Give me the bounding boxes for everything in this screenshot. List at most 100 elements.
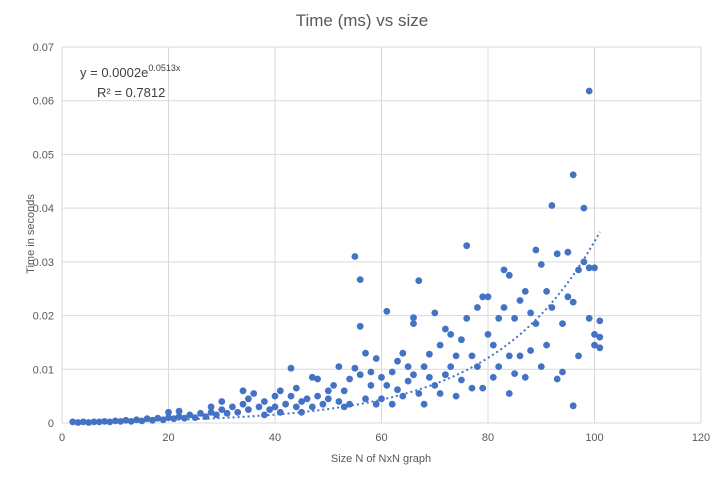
- data-point: [474, 363, 481, 370]
- data-point: [452, 352, 460, 360]
- data-point: [505, 271, 513, 279]
- data-point: [388, 400, 396, 408]
- data-point: [564, 248, 572, 256]
- data-point: [271, 392, 279, 400]
- data-point: [399, 349, 407, 357]
- data-point: [511, 370, 518, 377]
- data-point: [117, 418, 124, 425]
- data-point: [276, 387, 284, 395]
- data-point: [261, 411, 268, 419]
- data-point: [197, 409, 204, 417]
- data-point: [218, 406, 226, 413]
- data-point: [458, 336, 465, 344]
- data-point: [133, 416, 141, 424]
- data-point: [308, 373, 316, 381]
- data-point: [356, 371, 364, 379]
- data-point: [282, 400, 289, 408]
- data-point: [585, 264, 593, 272]
- data-point: [532, 320, 540, 327]
- data-point: [186, 411, 194, 419]
- data-point: [245, 395, 252, 403]
- y-tick-label: 0.01: [33, 364, 54, 376]
- data-point: [340, 387, 348, 395]
- data-point: [394, 386, 401, 394]
- data-point: [516, 297, 524, 304]
- x-tick-label: 80: [482, 432, 494, 444]
- data-point: [106, 418, 114, 426]
- data-point: [85, 419, 92, 426]
- data-point: [351, 364, 359, 372]
- data-point: [154, 414, 162, 422]
- data-point: [213, 411, 220, 419]
- data-point: [314, 375, 321, 383]
- data-point: [181, 414, 188, 422]
- chart-title: Time (ms) vs size: [296, 11, 429, 30]
- data-point: [575, 266, 582, 274]
- data-point: [69, 418, 77, 426]
- data-point: [495, 314, 503, 322]
- data-point: [388, 368, 396, 376]
- data-point: [404, 377, 412, 385]
- data-point: [330, 382, 337, 389]
- data-point: [292, 384, 300, 392]
- data-point: [101, 418, 108, 425]
- data-point: [143, 415, 151, 423]
- equation-base: y = 0.0002e: [80, 65, 148, 80]
- data-point: [324, 395, 332, 403]
- y-tick-label: 0: [48, 418, 54, 430]
- data-point: [314, 392, 321, 400]
- data-point: [532, 246, 540, 254]
- data-point: [521, 373, 529, 381]
- data-point: [527, 347, 534, 354]
- gridlines: [61, 46, 702, 424]
- data-point: [505, 352, 513, 360]
- data-point: [234, 408, 242, 416]
- data-point: [495, 363, 503, 370]
- data-point: [410, 320, 417, 327]
- data-point: [138, 417, 146, 425]
- x-axis-label: Size N of NxN graph: [331, 453, 431, 465]
- data-point: [463, 314, 471, 322]
- data-point: [271, 403, 279, 411]
- data-point: [335, 398, 343, 405]
- tick-labels: 0 0.01 0.02 0.03 0.04 0.05 0.06 0.07 0 20 40 60 80 10…: [33, 42, 711, 444]
- data-point: [378, 373, 385, 381]
- data-point: [276, 408, 284, 416]
- data-point: [175, 407, 183, 415]
- data-point: [463, 242, 471, 250]
- data-point: [111, 417, 119, 425]
- data-point: [468, 384, 476, 392]
- data-point: [372, 355, 380, 362]
- data-point: [479, 293, 487, 301]
- data-point: [356, 322, 364, 330]
- data-point: [362, 349, 369, 357]
- data-point: [452, 392, 460, 400]
- data-point: [527, 309, 534, 317]
- data-point: [191, 414, 199, 421]
- data-point: [298, 408, 305, 416]
- data-point: [596, 333, 604, 341]
- data-point: [245, 406, 252, 413]
- data-point: [591, 264, 598, 272]
- x-tick-label: 20: [162, 432, 174, 444]
- data-point: [292, 403, 300, 411]
- data-point: [564, 293, 572, 301]
- data-point: [500, 304, 508, 311]
- data-point: [484, 293, 492, 301]
- y-axis-label: Time in seconds: [25, 194, 37, 274]
- data-point: [308, 403, 316, 411]
- data-point: [591, 331, 598, 338]
- trendline-equation: y = 0.0002e0.0513x: [80, 63, 181, 80]
- data-point: [383, 307, 391, 315]
- data-point: [399, 392, 407, 400]
- data-point: [575, 352, 582, 360]
- data-point: [559, 368, 566, 376]
- data-point: [431, 382, 439, 389]
- data-point: [287, 364, 295, 372]
- data-point: [367, 382, 375, 389]
- data-point: [372, 400, 380, 408]
- data-point: [447, 331, 455, 338]
- data-point: [426, 350, 433, 358]
- data-point: [553, 250, 561, 258]
- y-tick-label: 0.03: [33, 257, 54, 269]
